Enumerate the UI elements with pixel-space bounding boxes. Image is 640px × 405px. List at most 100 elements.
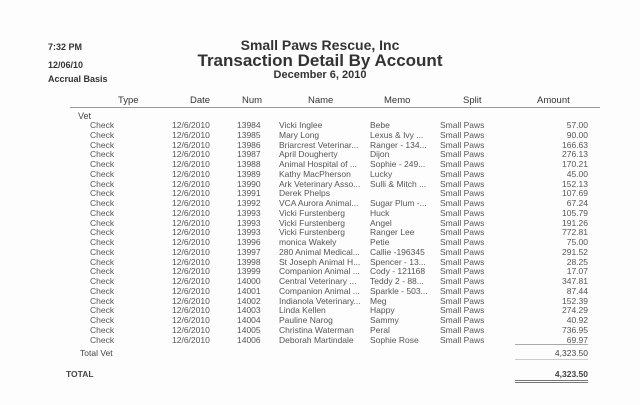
cell-name: Indianola Veterinary... (279, 295, 361, 306)
cell-amount: 191.26 (562, 217, 588, 228)
cell-name: Ark Veterinary Asso... (279, 178, 361, 189)
cell-name: Vicki Furstenberg (279, 217, 345, 228)
table-row[interactable]: Check 12/6/2010 13986 Briarcrest Veterinar.… (0, 140, 640, 150)
company-name: Small Paws Rescue, Inc (240, 37, 400, 53)
table-row[interactable]: Check 12/6/2010 13999 Companion Animal ... C… (0, 266, 640, 276)
cell-type: Check (90, 324, 115, 335)
cell-split: Small Paws (440, 120, 485, 130)
cell-type: Check (90, 198, 115, 208)
total-label: TOTAL (66, 369, 94, 379)
total-double-underline (515, 380, 588, 383)
table-row[interactable]: Check 12/6/2010 13991 Derek Phelps Small Paw… (0, 188, 640, 198)
cell-name: Deborah Martindale (279, 334, 354, 345)
table-row[interactable]: Check 12/6/2010 13990 Ark Veterinary Asso..… (0, 179, 640, 189)
cell-type: Check (90, 120, 115, 130)
table-row[interactable]: Check 12/6/2010 13998 St Joseph Animal H...… (0, 257, 640, 267)
cell-type: Check (90, 315, 115, 325)
total-vet-amount: 4,323.50 (554, 348, 588, 358)
table-row[interactable]: Check 12/6/2010 13997 280 Animal Medical...… (0, 247, 640, 257)
cell-memo: Sugar Plum -... (370, 198, 427, 208)
cell-name: Animal Hospital of ... (279, 159, 357, 169)
cell-split: Small Paws (440, 334, 485, 345)
cell-date: 12/6/2010 (172, 246, 210, 257)
table-row[interactable]: Check 12/6/2010 13996 monica Wakely Petie Sma… (0, 237, 640, 247)
cell-num: 13987 (237, 149, 261, 160)
report-time: 7:32 PM (48, 42, 83, 52)
cell-type: Check (90, 295, 115, 306)
table-row[interactable]: Check 12/6/2010 13985 Mary Long Lexus & Ivy … (0, 130, 640, 140)
cell-amount: 291.52 (562, 246, 588, 257)
cell-type: Check (90, 159, 115, 169)
cell-type: Check (90, 246, 115, 257)
table-row[interactable]: Check 12/6/2010 13993 Vicki Furstenberg Huck… (0, 208, 640, 218)
subtotal-underline (515, 359, 588, 360)
cell-name: Christina Waterman (279, 324, 354, 335)
cell-name: Pauline Narog (279, 315, 333, 325)
account-vet: Vet (78, 111, 92, 121)
cell-num: 14002 (237, 295, 261, 306)
cell-memo: Happy (370, 305, 395, 316)
cell-memo: Huck (370, 207, 390, 218)
cell-split: Small Paws (440, 198, 485, 208)
cell-date: 12/6/2010 (172, 315, 210, 325)
cell-date: 12/6/2010 (172, 305, 210, 316)
cell-type: Check (90, 129, 115, 140)
cell-name: Mary Long (279, 129, 320, 140)
cell-amount: 87.44 (566, 285, 588, 296)
cell-name: Companion Animal ... (279, 266, 360, 277)
table-row[interactable]: Check 12/6/2010 14006 Deborah Martindale Sop… (0, 335, 640, 345)
cell-name: Briarcrest Veterinar... (279, 139, 359, 150)
cell-split: Small Paws (440, 295, 485, 306)
cell-memo: Callie -196345 (370, 246, 425, 257)
table-row[interactable]: Check 12/6/2010 14004 Pauline Narog Sammy Sma… (0, 315, 640, 325)
cell-name: Vicki Inglee (279, 120, 323, 130)
cell-split: Small Paws (440, 207, 485, 218)
cell-split: Small Paws (440, 129, 485, 140)
col-memo: Memo (384, 95, 411, 106)
cell-date: 12/6/2010 (172, 178, 210, 189)
cell-date: 12/6/2010 (172, 227, 210, 238)
report-title: Transaction Detail By Account (197, 51, 443, 70)
cell-date: 12/6/2010 (172, 295, 210, 306)
cell-split: Small Paws (440, 217, 485, 228)
cell-amount: 45.00 (566, 168, 588, 179)
table-row[interactable]: Check 12/6/2010 14003 Linda Kellen Happy Smal… (0, 305, 640, 315)
cell-memo: Ranger Lee (370, 227, 415, 238)
table-row[interactable]: Check 12/6/2010 14000 Central Veterinary ..… (0, 276, 640, 286)
cell-memo: Sparkle - 503... (370, 285, 428, 296)
cell-name: Linda Kellen (279, 305, 326, 316)
cell-type: Check (90, 227, 115, 238)
cell-memo: Angel (370, 217, 392, 228)
cell-type: Check (90, 217, 115, 228)
cell-num: 14003 (237, 305, 261, 316)
cell-name: Vicki Furstenberg (279, 227, 345, 238)
table-row[interactable]: Check 12/6/2010 13987 April Dougherty Dijon S… (0, 149, 640, 159)
table-row[interactable]: Check 12/6/2010 13988 Animal Hospital of ..… (0, 159, 640, 169)
cell-num: 13991 (237, 188, 261, 199)
cell-type: Check (90, 178, 115, 189)
table-row[interactable]: Check 12/6/2010 14002 Indianola Veterinary.… (0, 296, 640, 306)
table-row[interactable]: Check 12/6/2010 13984 Vicki Inglee Bebe Small… (0, 120, 640, 130)
cell-split: Small Paws (440, 256, 485, 267)
table-row[interactable]: Check 12/6/2010 13993 Vicki Furstenberg Ange… (0, 218, 640, 228)
cell-amount: 772.81 (562, 227, 588, 238)
table-row[interactable]: Check 12/6/2010 14005 Christina Waterman Per… (0, 325, 640, 335)
cell-memo: Sophie Rose (370, 334, 419, 345)
table-row[interactable]: Check 12/6/2010 13989 Kathy MacPherson Lucky… (0, 169, 640, 179)
report-basis: Accrual Basis (48, 74, 108, 84)
cell-num: 13993 (237, 227, 261, 238)
cell-type: Check (90, 168, 115, 179)
cell-type: Check (90, 207, 115, 218)
table-row[interactable]: Check 12/6/2010 14001 Companion Animal ... S… (0, 286, 640, 296)
cell-num: 14006 (237, 334, 261, 345)
cell-num: 13989 (237, 168, 261, 179)
cell-split: Small Paws (440, 237, 485, 247)
cell-num: 14001 (237, 285, 261, 296)
cell-memo: Bebe (370, 120, 390, 130)
cell-name: monica Wakely (279, 237, 337, 247)
table-row[interactable]: Check 12/6/2010 13993 Vicki Furstenberg Rang… (0, 227, 640, 237)
cell-amount: 152.13 (562, 178, 588, 189)
cell-name: Companion Animal ... (279, 285, 360, 296)
cell-amount: 28.25 (566, 256, 588, 267)
table-row[interactable]: Check 12/6/2010 13992 VCA Aurora Animal... S… (0, 198, 640, 208)
